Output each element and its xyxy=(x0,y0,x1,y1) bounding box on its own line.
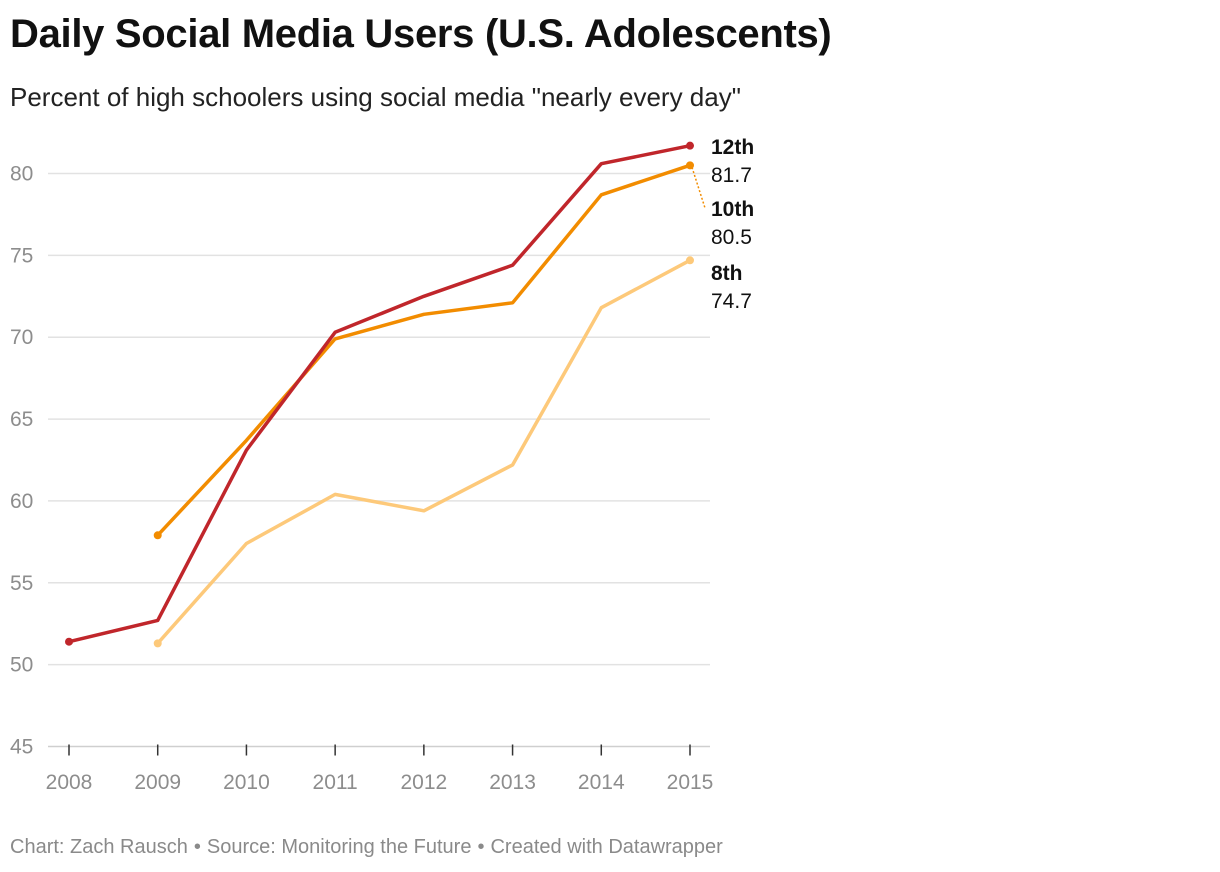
x-tick-label: 2014 xyxy=(578,771,625,794)
series-line-8th xyxy=(155,258,692,646)
series-value-12th: 81.7 xyxy=(711,164,752,187)
series-value-8th: 74.7 xyxy=(711,290,752,313)
series-line-12th xyxy=(67,143,692,644)
y-tick-label: 55 xyxy=(10,572,33,595)
x-tick-label: 2008 xyxy=(46,771,93,794)
footer-separator: • xyxy=(193,836,201,858)
x-tick-label: 2015 xyxy=(667,771,714,794)
y-tick-label: 45 xyxy=(10,736,33,759)
y-axis: 45 50 55 60 65 70 75 80 xyxy=(10,163,33,759)
footer-separator: • xyxy=(477,836,485,858)
series-label-10th: 10th xyxy=(711,198,754,221)
gridlines xyxy=(48,172,710,666)
chart-title: Daily Social Media Users (U.S. Adolescen… xyxy=(10,12,832,56)
x-tick-label: 2010 xyxy=(223,771,270,794)
chart-credit: Chart: Zach Rausch xyxy=(10,836,188,858)
series-lines xyxy=(65,141,694,648)
series-start-point-10th xyxy=(153,531,162,540)
series-label-12th: 12th xyxy=(711,136,754,159)
series-line-10th xyxy=(155,163,692,538)
x-tick-label: 2009 xyxy=(134,771,181,794)
series-end-point-12th xyxy=(686,141,694,150)
series-start-point-12th xyxy=(65,637,73,646)
datawrapper-link[interactable]: Created with Datawrapper xyxy=(490,836,723,858)
source-link[interactable]: Source: Monitoring the Future xyxy=(206,836,472,858)
y-tick-label: 75 xyxy=(10,244,33,267)
x-axis: 2008 2009 2010 2011 2012 2013 2014 2015 xyxy=(46,744,714,794)
y-tick-label: 60 xyxy=(10,490,33,513)
series-end-point-8th xyxy=(686,256,694,265)
series-value-10th: 80.5 xyxy=(711,226,752,249)
label-leader-10th xyxy=(691,167,706,209)
series-start-point-8th xyxy=(153,639,162,648)
y-tick-label: 65 xyxy=(10,408,33,431)
x-tick-label: 2013 xyxy=(489,771,536,794)
y-tick-label: 70 xyxy=(10,326,33,349)
chart-footer: Chart: Zach Rausch • Source: Monitoring th… xyxy=(10,836,723,859)
y-tick-label: 50 xyxy=(10,654,33,677)
x-tick-label: 2011 xyxy=(313,771,358,794)
series-end-labels: 12th 81.7 10th 80.5 8th 74.7 xyxy=(691,136,754,313)
chart-subtitle: Percent of high schoolers using social m… xyxy=(10,82,741,112)
x-tick-label: 2012 xyxy=(400,771,447,794)
y-tick-label: 80 xyxy=(10,163,33,186)
series-label-8th: 8th xyxy=(711,262,743,285)
